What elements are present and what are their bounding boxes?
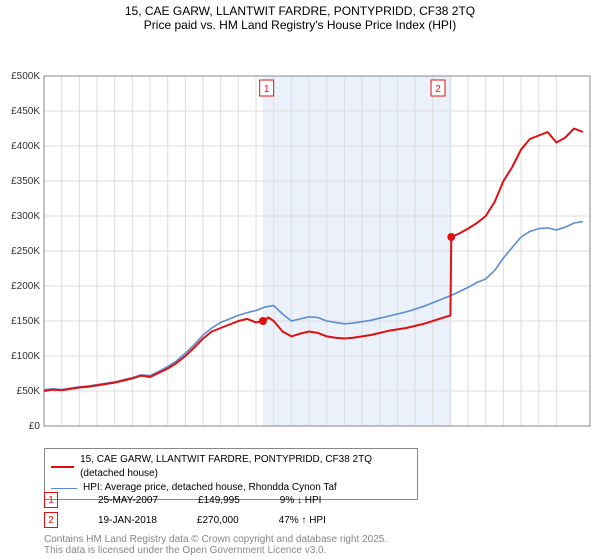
sale-marker-1: 1	[44, 492, 58, 508]
svg-text:£200K: £200K	[11, 281, 40, 292]
sale-price-2: £270,000	[197, 515, 239, 526]
chart-title-2: Price paid vs. HM Land Registry's House …	[0, 18, 600, 32]
chart-title-1: 15, CAE GARW, LLANTWIT FARDRE, PONTYPRID…	[0, 4, 600, 18]
svg-text:1: 1	[264, 84, 270, 95]
legend-swatch-price	[51, 466, 74, 468]
svg-text:2: 2	[435, 84, 441, 95]
legend-swatch-hpi	[51, 488, 77, 489]
copyright-line-2: This data is licensed under the Open Gov…	[44, 545, 387, 556]
svg-text:£150K: £150K	[11, 316, 40, 327]
sale-delta-1: 9% ↓ HPI	[280, 495, 322, 506]
price-chart: £0 £50K £100K £150K £200K £250K £300K £350K £400…	[0, 32, 600, 432]
sale-row-2: 2 19-JAN-2018 £270,000 47% ↑ HPI	[44, 512, 326, 528]
svg-text:£350K: £350K	[11, 176, 40, 187]
copyright-line-1: Contains HM Land Registry data © Crown c…	[44, 534, 387, 545]
sale-marker-2: 2	[44, 512, 58, 528]
svg-text:£0: £0	[29, 421, 41, 432]
svg-text:£400K: £400K	[11, 141, 40, 152]
sale-date-2: 19-JAN-2018	[98, 515, 157, 526]
svg-text:£50K: £50K	[17, 386, 41, 397]
sale-price-1: £149,995	[198, 495, 240, 506]
svg-text:£300K: £300K	[11, 211, 40, 222]
svg-text:£100K: £100K	[11, 351, 40, 362]
svg-text:£450K: £450K	[11, 106, 40, 117]
sale-row-1: 1 25-MAY-2007 £149,995 9% ↓ HPI	[44, 492, 321, 508]
svg-text:£250K: £250K	[11, 246, 40, 257]
sale-date-1: 25-MAY-2007	[98, 495, 158, 506]
copyright: Contains HM Land Registry data © Crown c…	[44, 534, 387, 556]
sale-delta-2: 47% ↑ HPI	[279, 515, 326, 526]
svg-text:£500K: £500K	[11, 71, 40, 82]
legend-label-price: 15, CAE GARW, LLANTWIT FARDRE, PONTYPRID…	[80, 453, 411, 481]
